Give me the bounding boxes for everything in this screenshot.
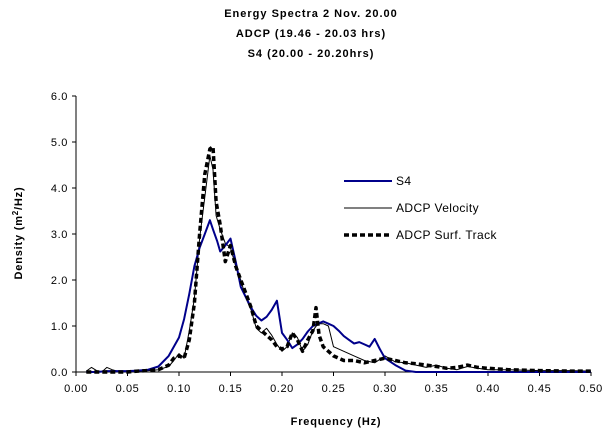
x-tick-label: 0.45 [528, 383, 552, 395]
x-tick-label: 0.25 [322, 383, 346, 395]
x-tick-label: 0.35 [425, 383, 449, 395]
y-axis-title-post: /Hz) [13, 187, 25, 210]
title-line-2: ADCP (19.46 - 20.03 hrs) [236, 28, 386, 40]
x-axis-title: Frequency (Hz) [291, 416, 382, 428]
x-tick-label: 0.00 [64, 383, 88, 395]
x-tick-label: 0.10 [167, 383, 191, 395]
x-tick-label: 0.40 [476, 383, 500, 395]
y-tick-label: 3.0 [51, 229, 68, 241]
x-tick-label: 0.05 [116, 383, 140, 395]
series-line-s4 [86, 219, 591, 373]
legend: S4 ADCP Velocity ADCP Surf. Track [344, 174, 497, 242]
series-line-adcp-velocity [86, 155, 592, 373]
y-axis-title-sup: 2 [11, 210, 20, 215]
y-tick-label: 5.0 [51, 137, 68, 149]
legend-entry-adcp-velocity: ADCP Velocity [344, 201, 479, 215]
chart-title: Energy Spectra 2 Nov. 20.00 ADCP (19.46 … [224, 8, 398, 60]
legend-label-adcp-surf-track: ADCP Surf. Track [396, 228, 497, 242]
legend-entry-adcp-surf-track: ADCP Surf. Track [344, 228, 497, 242]
title-line-1: Energy Spectra 2 Nov. 20.00 [224, 8, 398, 20]
y-tick-label: 4.0 [51, 183, 68, 195]
y-tick-label: 2.0 [51, 275, 68, 287]
y-axis-title-pre: Density (m [13, 215, 25, 279]
x-tick-label: 0.50 [579, 383, 603, 395]
y-tick-label: 0.0 [51, 367, 68, 379]
legend-entry-s4: S4 [344, 174, 411, 188]
y-axis-title: Density (m2/Hz) [11, 187, 25, 280]
series-line-adcp-surf-track [86, 144, 591, 374]
title-line-3: S4 (20.00 - 20.20hrs) [248, 48, 375, 60]
y-tick-label: 6.0 [51, 91, 68, 103]
x-tick-label: 0.15 [219, 383, 243, 395]
x-tick-label: 0.20 [270, 383, 294, 395]
y-tick-label: 1.0 [51, 321, 68, 333]
plot-area: 0.0 1.0 2.0 3.0 4.0 5.0 6.0 0.00 0.05 0.10 0.15 0.2… [51, 91, 603, 395]
legend-label-adcp-velocity: ADCP Velocity [396, 201, 479, 215]
x-tick-label: 0.30 [373, 383, 397, 395]
legend-label-s4: S4 [396, 174, 411, 188]
